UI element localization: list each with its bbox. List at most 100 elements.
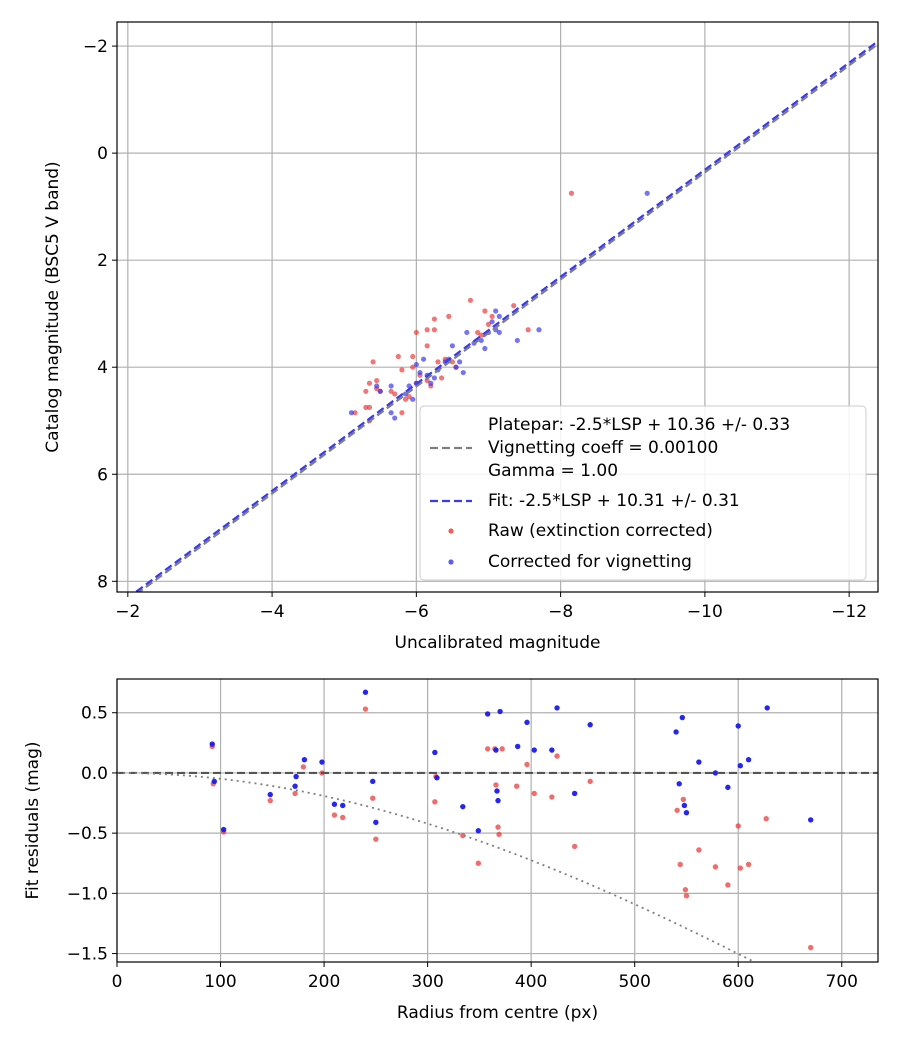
y-tick-label: 0.0 [81,764,108,784]
data-point [493,782,499,788]
data-point [340,814,346,821]
data-point [370,359,376,365]
data-point [392,391,398,397]
data-point [410,364,416,370]
data-point [737,763,743,769]
data-point [489,313,495,319]
data-point [363,388,369,394]
series-corrected [348,190,650,421]
data-point [435,359,441,365]
data-point [571,790,578,797]
y-tick-label: −1.5 [67,945,108,965]
data-point [485,321,492,327]
data-point [267,791,273,798]
data-point [392,415,398,421]
data-point [399,367,405,373]
data-point [348,410,355,416]
y-tick-label: −1.0 [67,884,108,904]
data-point [366,404,373,410]
data-point [808,817,814,823]
series-corrected [209,689,814,834]
data-point [460,369,466,376]
x-tick-label: 300 [411,972,443,992]
legend-label: Raw (extinction corrected) [488,521,713,541]
data-point [568,190,575,196]
x-tick-label: −8 [548,602,573,622]
ticks: −2 −4 −6 −8 −10 −12 −2 0 2 4 6 8 [83,37,867,622]
data-point [406,394,412,400]
y-tick-label: 8 [97,572,108,592]
data-point [725,784,731,791]
legend-label: Fit: -2.5*LSP + 10.31 +/- 0.31 [488,491,740,511]
data-point [495,797,501,804]
data-point [410,396,416,402]
y-tick-label: −2 [83,37,108,57]
data-point [300,764,307,770]
data-point [457,359,463,365]
legend-label: Gamma = 1.00 [488,461,618,481]
data-point [449,343,456,349]
legend-swatch-raw [448,528,454,534]
x-tick-label: −4 [260,602,285,622]
data-point [292,783,298,789]
data-point [374,383,380,389]
data-point [467,297,474,303]
x-tick-label: −12 [831,602,867,622]
data-point [735,823,741,829]
data-point [460,803,466,810]
data-point [683,809,690,816]
legend-label: Vignetting coeff = 0.00100 [488,438,718,458]
legend-swatch-corrected [448,559,454,565]
data-point [525,327,531,333]
data-point [499,746,505,752]
data-point [363,404,369,410]
data-point [587,722,593,728]
data-point [676,781,682,787]
data-point [211,778,218,785]
x-tick-label: 100 [204,972,236,992]
data-point [388,388,394,394]
data-point [725,882,731,888]
y-tick-label: 0.5 [81,704,108,724]
data-point [373,836,379,842]
data-point [482,308,488,314]
data-point [374,377,380,384]
data-point [475,329,481,336]
data-point [417,369,423,376]
data-point [549,747,555,753]
data-point [478,332,484,338]
data-point [514,337,520,344]
line-vignetting-curve [117,772,757,962]
data-point [413,329,419,336]
data-point [496,313,502,319]
data-point [696,847,702,853]
x-tick-label: −2 [115,602,140,622]
y-tick-label: 4 [97,358,108,378]
data-point [362,706,369,712]
data-point [764,705,770,711]
calibration-chart: −2 −4 −6 −8 −10 −12 −2 0 2 4 6 8 Uncalibrated magnit… [43,21,879,653]
data-point [554,753,560,759]
data-point [428,380,434,386]
data-point [493,308,499,314]
data-point [292,790,298,797]
data-point [220,826,227,833]
data-point [301,756,308,763]
data-point [267,797,273,804]
data-point [531,790,537,797]
data-point [431,316,437,322]
plot-area [133,40,878,592]
data-point [460,832,466,839]
data-point [484,711,491,717]
data-point [497,708,503,715]
data-point [453,364,459,370]
data-point [388,410,394,416]
y-tick-label: 2 [97,251,108,271]
data-point [712,864,719,870]
x-tick-label: 600 [722,972,754,992]
legend: Platepar: -2.5*LSP + 10.36 +/- 0.33 Vigne… [419,405,867,581]
data-point [410,353,416,360]
y-axis-label: Catalog magnitude (BSC5 V band) [43,161,63,452]
data-point [531,747,537,753]
data-point [431,375,437,381]
